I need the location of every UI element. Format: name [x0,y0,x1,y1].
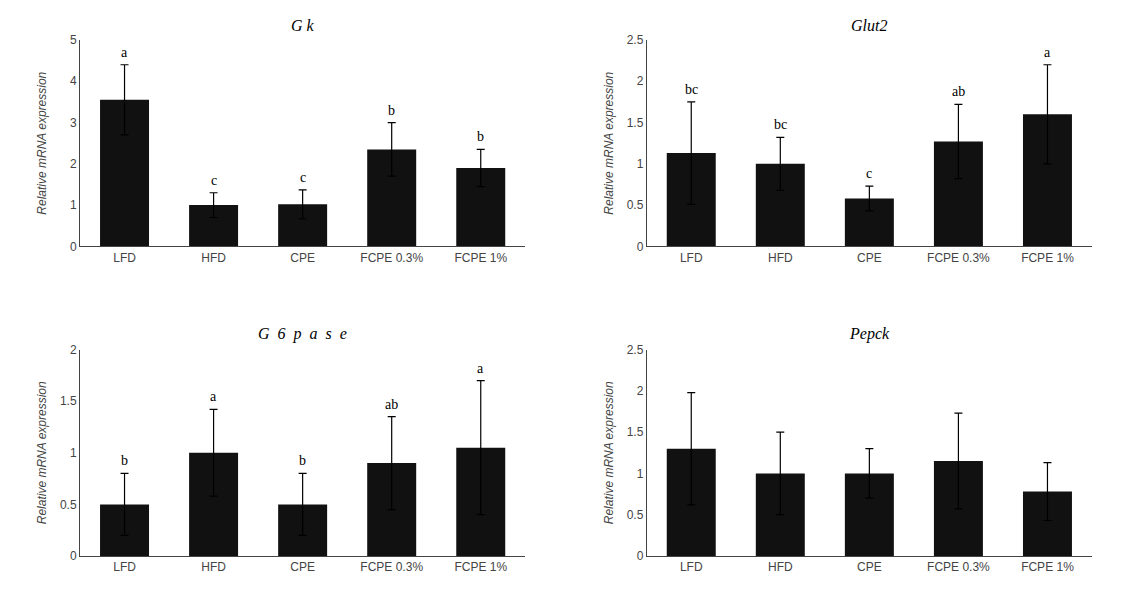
svg-text:0: 0 [637,549,644,563]
svg-text:LFD: LFD [680,560,703,574]
svg-text:c: c [866,166,872,181]
svg-text:FCPE 0.3%: FCPE 0.3% [927,251,990,265]
svg-text:HFD: HFD [201,251,226,265]
svg-text:2: 2 [70,157,77,171]
svg-text:4: 4 [70,74,77,88]
svg-text:FCPE 0.3%: FCPE 0.3% [927,560,990,574]
svg-text:c: c [211,173,217,188]
svg-text:HFD: HFD [768,251,793,265]
svg-text:2: 2 [637,74,644,88]
svg-text:0: 0 [70,240,77,254]
svg-text:c: c [300,170,306,185]
svg-text:ab: ab [952,84,965,99]
svg-text:a: a [477,361,484,376]
svg-text:0.5: 0.5 [60,498,77,512]
svg-text:FCPE 1%: FCPE 1% [1021,251,1074,265]
svg-text:3: 3 [70,116,77,130]
svg-text:a: a [121,45,128,60]
svg-text:1: 1 [637,467,644,481]
svg-text:CPE: CPE [857,251,882,265]
svg-text:FCPE 1%: FCPE 1% [1021,560,1074,574]
svg-text:a: a [1044,45,1051,60]
svg-text:LFD: LFD [680,251,703,265]
svg-text:CPE: CPE [857,560,882,574]
svg-text:2.5: 2.5 [627,343,644,357]
svg-text:b: b [388,103,395,118]
svg-text:G k: G k [291,17,315,34]
svg-text:CPE: CPE [290,251,315,265]
svg-text:5: 5 [70,33,77,47]
svg-text:ab: ab [385,397,398,412]
svg-text:bc: bc [774,117,787,132]
svg-text:FCPE 0.3%: FCPE 0.3% [360,560,423,574]
svg-text:FCPE 0.3%: FCPE 0.3% [360,251,423,265]
svg-text:FCPE 1%: FCPE 1% [454,251,507,265]
svg-text:LFD: LFD [113,560,136,574]
svg-text:a: a [210,389,217,404]
svg-text:2.5: 2.5 [627,33,644,47]
svg-text:G 6 p a s e: G 6 p a s e [258,325,347,343]
svg-text:1: 1 [637,157,644,171]
svg-text:0.5: 0.5 [627,198,644,212]
svg-text:1.5: 1.5 [60,394,77,408]
svg-text:Glut2: Glut2 [851,17,887,34]
svg-text:HFD: HFD [768,560,793,574]
svg-text:bc: bc [685,82,698,97]
svg-text:2: 2 [637,384,644,398]
svg-text:HFD: HFD [201,560,226,574]
svg-text:2: 2 [70,343,77,357]
svg-text:1: 1 [70,446,77,460]
svg-text:1.5: 1.5 [627,116,644,130]
svg-text:0.5: 0.5 [627,508,644,522]
svg-text:Relative mRNA expression: Relative mRNA expression [602,381,616,524]
svg-text:CPE: CPE [290,560,315,574]
svg-text:Relative mRNA expression: Relative mRNA expression [35,381,49,524]
svg-text:Pepck: Pepck [849,325,890,343]
svg-text:b: b [477,129,484,144]
svg-text:1.5: 1.5 [627,425,644,439]
svg-text:1: 1 [70,198,77,212]
svg-text:0: 0 [70,549,77,563]
svg-text:FCPE 1%: FCPE 1% [454,560,507,574]
svg-text:b: b [121,453,128,468]
svg-text:LFD: LFD [113,251,136,265]
svg-text:0: 0 [637,240,644,254]
svg-text:Relative mRNA expression: Relative mRNA expression [602,71,616,214]
svg-text:b: b [299,453,306,468]
svg-text:Relative mRNA expression: Relative mRNA expression [35,71,49,214]
